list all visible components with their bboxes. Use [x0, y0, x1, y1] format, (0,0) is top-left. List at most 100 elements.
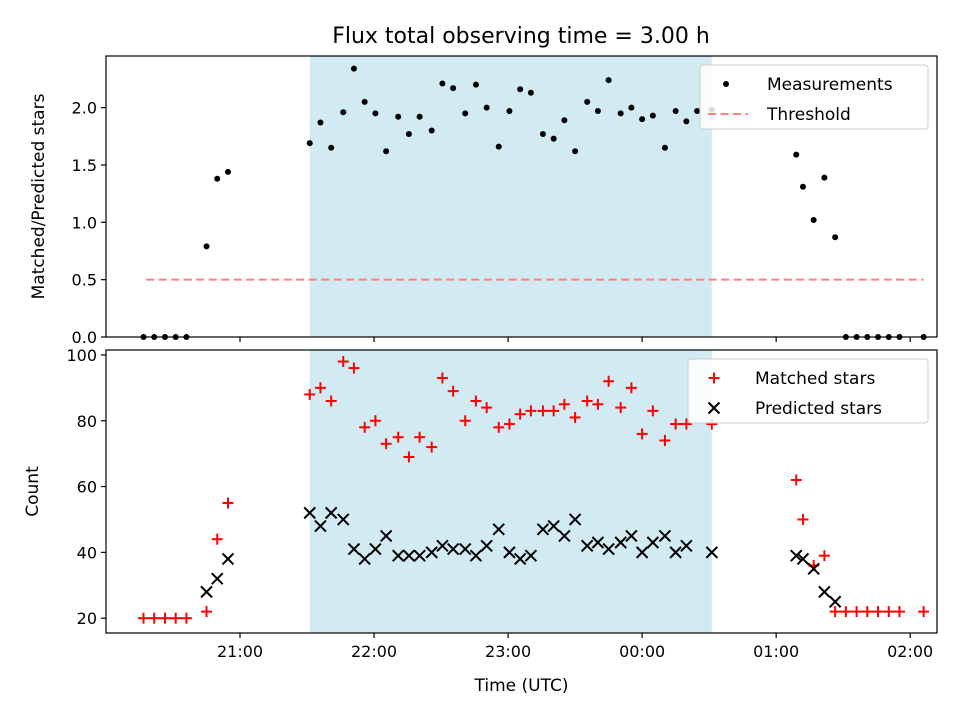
measurement-point [810, 217, 817, 224]
chart-title: Flux total observing time = 3.00 h [332, 24, 710, 49]
matched-point [829, 606, 841, 618]
measurement-point [395, 113, 402, 120]
measurement-point [439, 80, 446, 87]
matched-point [581, 395, 593, 407]
matched-point [325, 395, 337, 407]
legend-box [687, 358, 929, 424]
legend-label: Predicted stars [755, 399, 882, 419]
matched-point [525, 405, 537, 417]
matched-point [201, 606, 213, 618]
predicted-point [568, 513, 582, 526]
predicted-point [211, 572, 224, 585]
predicted-point [446, 542, 460, 556]
predicted-point [646, 536, 660, 549]
predicted-point [547, 519, 560, 533]
matched-point [481, 402, 493, 414]
predicted-point [492, 523, 505, 536]
matched-point [380, 438, 392, 450]
predicted-point [324, 506, 338, 520]
matched-point [818, 550, 830, 562]
measurement-point [495, 143, 502, 150]
measurement-point [224, 168, 231, 175]
axes-frame [105, 349, 938, 634]
measurement-point [683, 118, 690, 125]
predicted-point [503, 546, 516, 559]
matched-point [625, 382, 637, 394]
x-tick-label: 01:00 [753, 642, 799, 661]
y-tick-label: 100 [66, 346, 97, 365]
legend: Matched stars Predicted stars [687, 358, 929, 424]
measurement-point [340, 109, 347, 116]
measurement-point [416, 113, 423, 120]
predicted-point [669, 546, 682, 559]
matched-point [436, 372, 448, 384]
predicted-point [591, 536, 605, 549]
matched-point [211, 533, 223, 545]
y-tick-label: 40 [77, 543, 97, 562]
measurement-point [328, 144, 335, 151]
measurement-point [628, 104, 635, 111]
legend-label: Threshold [766, 105, 851, 125]
measurement-point [428, 127, 435, 134]
series-matched-stars [138, 356, 930, 624]
measurement-point [317, 119, 324, 126]
measurement-point [793, 151, 800, 158]
matched-point [636, 428, 648, 440]
matched-point [548, 405, 560, 417]
legend-box [699, 64, 929, 130]
measurement-point [350, 65, 357, 72]
matched-point [447, 385, 459, 397]
observing-span-shade [309, 56, 712, 337]
measurement-point [483, 104, 490, 111]
matched-point [170, 612, 182, 624]
measurement-point [639, 116, 646, 123]
matched-point [403, 451, 415, 463]
measurement-point [617, 110, 624, 117]
matched-point [392, 431, 404, 443]
measurement-point [383, 148, 390, 155]
predicted-point [602, 542, 615, 556]
x-axis-label: Time (UTC) [474, 676, 569, 696]
predicted-point [221, 552, 235, 566]
matched-point [861, 606, 873, 618]
measurement-point [649, 112, 656, 119]
measurement-point [561, 117, 568, 124]
legend: Measurements Threshold [699, 64, 929, 130]
predicted-point [391, 549, 405, 562]
predicted-point [828, 595, 842, 608]
matched-point [359, 421, 371, 433]
predicted-point [558, 529, 571, 543]
matched-point [222, 497, 234, 509]
legend-marker [707, 401, 721, 415]
measurement-point [450, 85, 457, 92]
matched-point [459, 415, 471, 427]
predicted-point [200, 585, 213, 599]
measurement-point [550, 135, 557, 142]
measurement-point [361, 98, 368, 105]
measurement-point [539, 130, 546, 137]
predicted-point [436, 539, 449, 553]
predicted-point [625, 529, 638, 543]
measurement-point [584, 98, 591, 105]
measurement-point [821, 174, 828, 181]
matched-point [670, 418, 682, 430]
measurement-point [672, 108, 679, 115]
measurement-point [594, 108, 601, 115]
predicted-point [303, 506, 316, 520]
predicted-point [337, 513, 350, 526]
measurement-point [527, 89, 534, 96]
measurement-point [372, 110, 379, 117]
matched-point [797, 513, 809, 525]
matched-point [647, 405, 659, 417]
measurement-point [462, 110, 469, 117]
measurement-point [472, 81, 479, 88]
predicted-point [536, 523, 550, 536]
measurement-point [605, 77, 612, 84]
predicted-point [680, 539, 693, 553]
measurement-point [661, 144, 668, 151]
x-tick-label: 23:00 [485, 642, 531, 661]
predicted-point [818, 585, 831, 599]
measurement-point [405, 130, 412, 137]
measurement-point [203, 243, 210, 250]
